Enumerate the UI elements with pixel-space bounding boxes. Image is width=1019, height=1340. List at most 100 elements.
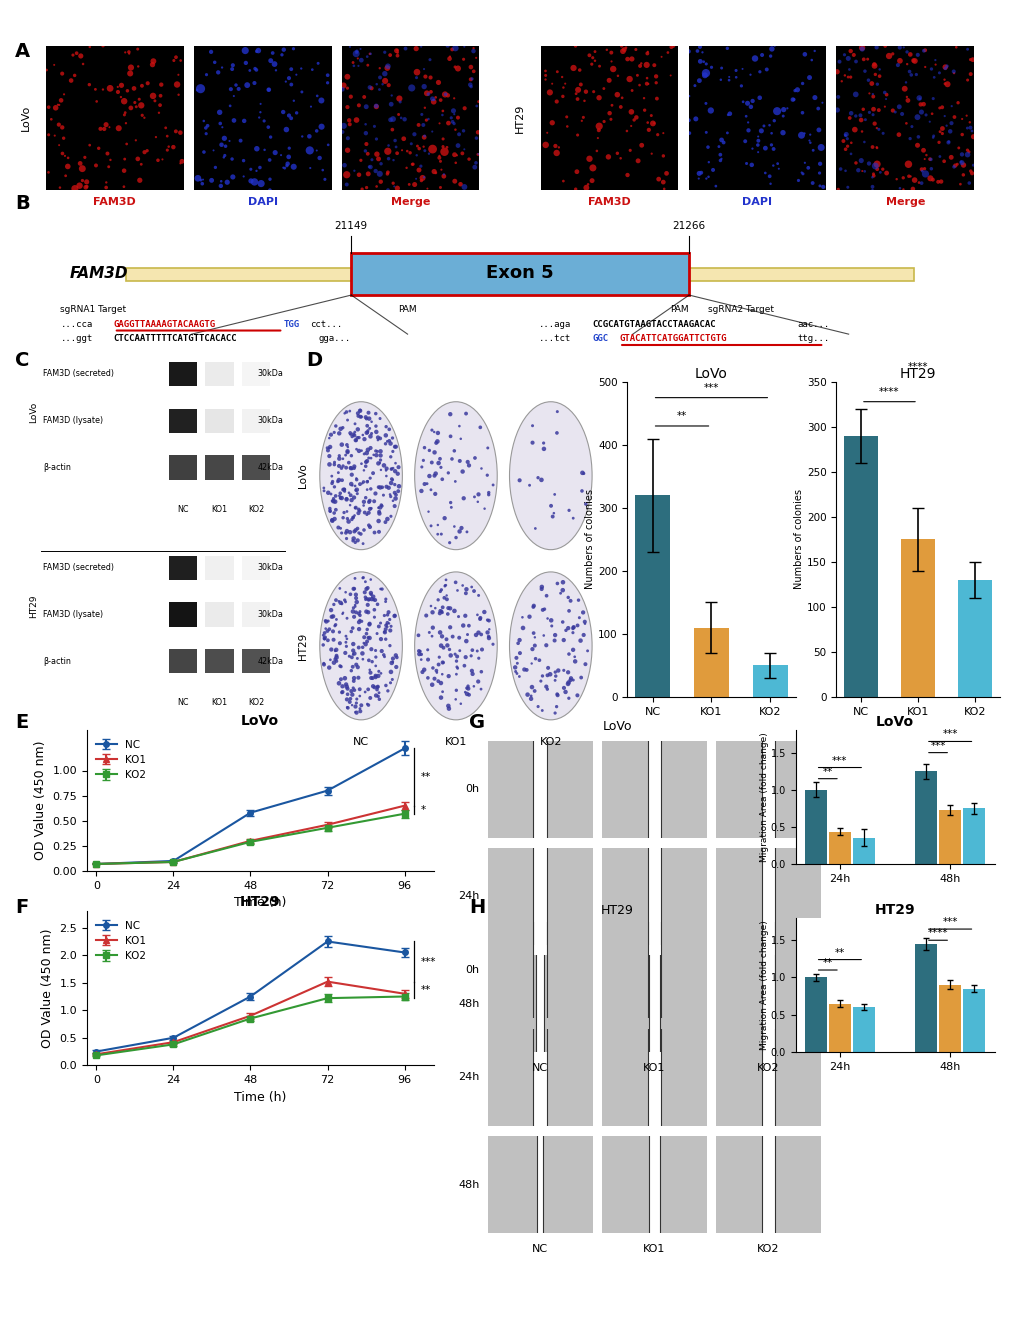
Point (357, 587, 373, 608)
Point (366, 115, 382, 137)
Point (445, 87, 462, 109)
Point (470, 143, 486, 165)
Point (431, 603, 447, 624)
Point (217, 135, 233, 157)
Point (386, 482, 403, 504)
Point (576, 611, 592, 632)
Point (903, 115, 919, 137)
Point (421, 440, 437, 461)
Point (360, 402, 376, 423)
Point (127, 130, 144, 151)
Point (559, 662, 576, 683)
Bar (843, 436, 877, 697)
Point (316, 628, 332, 650)
Point (915, 40, 931, 62)
Bar (168, 556, 197, 580)
Point (332, 418, 348, 440)
Point (54, 63, 70, 84)
Bar (601, 848, 647, 945)
Point (56, 83, 72, 105)
Point (537, 68, 553, 90)
Point (160, 135, 176, 157)
Point (738, 153, 754, 174)
Point (935, 106, 952, 127)
Point (367, 403, 383, 425)
Point (275, 102, 291, 123)
Point (320, 482, 336, 504)
Point (469, 604, 485, 626)
Point (447, 679, 464, 701)
Point (839, 135, 855, 157)
Point (548, 572, 565, 594)
Point (359, 470, 375, 492)
Point (358, 133, 374, 154)
Point (786, 80, 802, 102)
Point (863, 72, 879, 94)
Point (555, 630, 572, 651)
Point (404, 78, 420, 99)
Point (109, 76, 125, 98)
Point (377, 675, 393, 697)
Point (364, 667, 380, 689)
Point (901, 44, 917, 66)
Point (447, 663, 464, 685)
Point (347, 430, 364, 452)
Point (906, 50, 922, 71)
Point (828, 62, 845, 83)
Point (431, 147, 447, 169)
Point (320, 134, 336, 155)
Point (376, 646, 392, 667)
Point (445, 516, 462, 537)
Point (367, 441, 383, 462)
Point (762, 122, 779, 143)
Point (842, 67, 858, 88)
Point (242, 60, 258, 82)
Point (847, 106, 863, 127)
Point (749, 126, 765, 147)
Point (840, 66, 856, 87)
Point (368, 685, 384, 706)
Point (371, 58, 387, 79)
Point (935, 68, 952, 90)
Point (897, 71, 913, 92)
Point (360, 502, 376, 524)
Point (863, 166, 879, 188)
Text: ***: *** (942, 729, 957, 740)
Point (455, 655, 472, 677)
Point (347, 602, 364, 623)
Point (454, 121, 471, 142)
Point (484, 634, 500, 655)
Point (387, 488, 404, 509)
Point (411, 643, 427, 665)
Text: KO2: KO2 (539, 737, 561, 746)
Point (569, 161, 585, 182)
Point (353, 50, 369, 71)
Point (434, 596, 450, 618)
Point (57, 145, 73, 166)
Point (523, 685, 539, 706)
Point (327, 641, 343, 662)
Point (193, 78, 209, 99)
Point (542, 610, 558, 631)
Text: NC: NC (532, 1063, 547, 1072)
Point (384, 669, 400, 690)
Point (699, 137, 715, 158)
Point (853, 38, 869, 59)
Point (864, 86, 880, 107)
Point (898, 86, 914, 107)
Point (467, 448, 483, 469)
Point (539, 665, 555, 686)
Point (389, 42, 406, 63)
Point (749, 142, 765, 163)
Point (198, 123, 214, 145)
Point (363, 638, 379, 659)
Point (868, 153, 884, 174)
Point (335, 478, 352, 500)
Point (320, 440, 336, 461)
Point (382, 486, 398, 508)
Point (898, 113, 914, 134)
Point (712, 129, 729, 150)
Point (368, 445, 384, 466)
Bar (774, 955, 820, 1052)
Point (172, 122, 189, 143)
